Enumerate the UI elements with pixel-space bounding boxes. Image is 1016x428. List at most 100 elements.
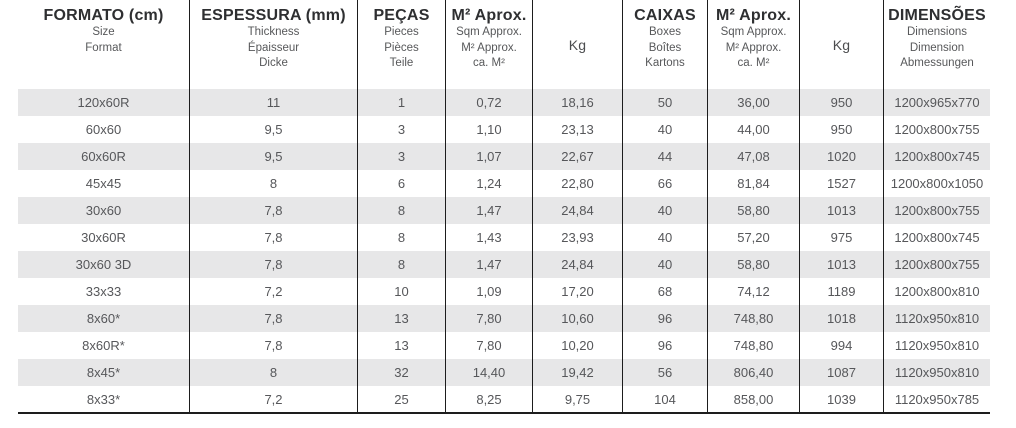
column-subtitle: M² Approx.: [461, 41, 517, 54]
column-title: DIMENSÕES: [888, 7, 986, 24]
cell-dimensoes: 1200x800x1050: [890, 176, 984, 191]
column-subtitle: M² Approx.: [725, 41, 782, 54]
cell-caixas: 96: [622, 332, 708, 359]
cell-m2-aprox-box: 81,84: [707, 170, 800, 197]
column-subtitle: ca. M²: [473, 57, 505, 69]
column-header-m2-aprox-box: M² Aprox. Sqm Approx. M² Approx. ca. M²: [707, 0, 800, 89]
table-row: 120x60R 11 1 0,72 18,16 50 36,00 950 1200x965x77…: [18, 89, 990, 116]
cell-espessura: 9,5: [189, 143, 358, 170]
column-title: M² Aprox.: [451, 7, 527, 24]
cell-kg-unit: 18,16: [532, 89, 623, 116]
cell-kg-box: 1013: [799, 251, 884, 278]
cell-kg-box: 950: [799, 89, 884, 116]
table-row: 30x60R 7,8 8 1,43 23,93 40 57,20 975 1200x800x74…: [18, 224, 990, 251]
cell-m2-aprox-box: 858,00: [707, 386, 800, 413]
cell-dimensoes: 1200x800x745: [894, 230, 980, 245]
table-row: 8x60* 7,8 13 7,80 10,60 96 748,80 1018 1120x950x…: [18, 305, 990, 332]
cell-kg-box: 1087: [799, 359, 884, 386]
column-header-kg-box: Kg: [799, 0, 884, 89]
cell-caixas: 40: [622, 116, 708, 143]
column-header-kg-unit: Kg: [532, 0, 623, 89]
cell-m2-aprox-unit: 1,47: [445, 197, 533, 224]
cell-espessura: 7,2: [189, 386, 358, 413]
cell-m2-aprox-box: 44,00: [707, 116, 800, 143]
cell-m2-aprox-box: 58,80: [707, 197, 800, 224]
cell-m2-aprox-box: 806,40: [707, 359, 800, 386]
column-subtitle: Dicke: [259, 57, 288, 69]
column-subtitle: Pieces: [384, 26, 419, 38]
cell-kg-unit: 22,80: [532, 170, 623, 197]
cell-dimensoes: 1120x950x785: [894, 391, 980, 407]
table-row: 8x60R* 7,8 13 7,80 10,20 96 748,80 994 1120x950x…: [18, 332, 990, 359]
cell-kg-unit: 23,13: [532, 116, 623, 143]
column-subtitle: Format: [85, 41, 122, 54]
cell-pecas: 3: [357, 116, 446, 143]
column-title: ESPESSURA (mm): [201, 7, 346, 24]
cell-formato: 8x60R*: [18, 332, 190, 359]
cell-formato: 30x60 3D: [18, 251, 190, 278]
cell-formato: 45x45: [18, 170, 190, 197]
cell-caixas: 44: [622, 143, 708, 170]
cell-espessura: 11: [189, 89, 358, 116]
cell-caixas: 40: [622, 197, 708, 224]
column-subtitle: Pièces: [384, 41, 419, 54]
cell-espessura: 7,8: [189, 224, 358, 251]
cell-pecas: 13: [357, 305, 446, 332]
cell-kg-box: 1018: [799, 305, 884, 332]
column-header-caixas: CAIXAS Boxes Boîtes Kartons: [622, 0, 708, 89]
cell-espessura: 8: [189, 170, 358, 197]
cell-kg-unit: 23,93: [532, 224, 623, 251]
cell-m2-aprox-box: 748,80: [707, 305, 800, 332]
cell-m2-aprox-unit: 0,72: [445, 89, 533, 116]
cell-kg-unit: 10,60: [532, 305, 623, 332]
cell-kg-box: 1189: [799, 278, 884, 305]
cell-caixas: 50: [622, 89, 708, 116]
cell-pecas: 8: [357, 251, 446, 278]
column-subtitle: Thickness: [247, 26, 300, 38]
cell-formato: 60x60: [18, 116, 190, 143]
column-header-formato: FORMATO (cm) Size Format: [18, 0, 190, 89]
cell-pecas: 1: [357, 89, 446, 116]
cell-m2-aprox-unit: 1,09: [445, 278, 533, 305]
column-subtitle: Teile: [389, 57, 414, 69]
column-subtitle: Sqm Approx.: [456, 26, 522, 38]
table-body: 120x60R 11 1 0,72 18,16 50 36,00 950 1200x965x77…: [18, 89, 990, 413]
column-subtitle: Dimensions: [906, 26, 968, 38]
cell-kg-box: 994: [799, 332, 884, 359]
cell-m2-aprox-box: 748,80: [707, 332, 800, 359]
cell-caixas: 56: [622, 359, 708, 386]
cell-m2-aprox-box: 57,20: [707, 224, 800, 251]
cell-kg-unit: 24,84: [532, 197, 623, 224]
column-header-pecas: PEÇAS Pieces Pièces Teile: [357, 0, 446, 89]
table-row: 60x60R 9,5 3 1,07 22,67 44 47,08 1020 1200x800x7…: [18, 143, 990, 170]
column-subtitle: Kartons: [645, 57, 685, 69]
cell-dimensoes: 1200x800x810: [894, 284, 980, 299]
cell-pecas: 32: [357, 359, 446, 386]
cell-espessura: 9,5: [189, 116, 358, 143]
cell-kg-unit: 22,67: [532, 143, 623, 170]
column-header-dimensoes: DIMENSÕES Dimensions Dimension Abmessungen: [883, 0, 990, 89]
column-subtitle: Size: [92, 26, 115, 38]
table-row: 33x33 7,2 10 1,09 17,20 68 74,12 1189 1200x800x8…: [18, 278, 990, 305]
cell-kg-unit: 24,84: [532, 251, 623, 278]
product-spec-table: FORMATO (cm) Size Format ESPESSURA (mm) Thic…: [18, 0, 990, 414]
column-subtitle: Boîtes: [648, 41, 682, 54]
cell-kg-unit: 19,42: [532, 359, 623, 386]
table-row: 8x45* 8 32 14,40 19,42 56 806,40 1087 1120x950x8…: [18, 359, 990, 386]
cell-espessura: 7,8: [189, 332, 358, 359]
cell-pecas: 6: [357, 170, 446, 197]
cell-caixas: 40: [622, 251, 708, 278]
column-title: FORMATO (cm): [43, 7, 164, 24]
cell-m2-aprox-box: 36,00: [707, 89, 800, 116]
cell-dimensoes: 1200x800x755: [894, 122, 980, 137]
cell-formato: 8x60*: [18, 305, 190, 332]
cell-kg-box: 1527: [799, 170, 884, 197]
column-title: PEÇAS: [373, 7, 430, 24]
cell-pecas: 3: [357, 143, 446, 170]
table-row: 45x45 8 6 1,24 22,80 66 81,84 1527 1200x800x1050: [18, 170, 990, 197]
cell-espessura: 7,8: [189, 251, 358, 278]
column-title: Kg: [568, 37, 587, 53]
header-row: FORMATO (cm) Size Format ESPESSURA (mm) Thic…: [18, 0, 990, 89]
column-subtitle: Épaisseur: [247, 41, 300, 54]
cell-m2-aprox-box: 74,12: [707, 278, 800, 305]
